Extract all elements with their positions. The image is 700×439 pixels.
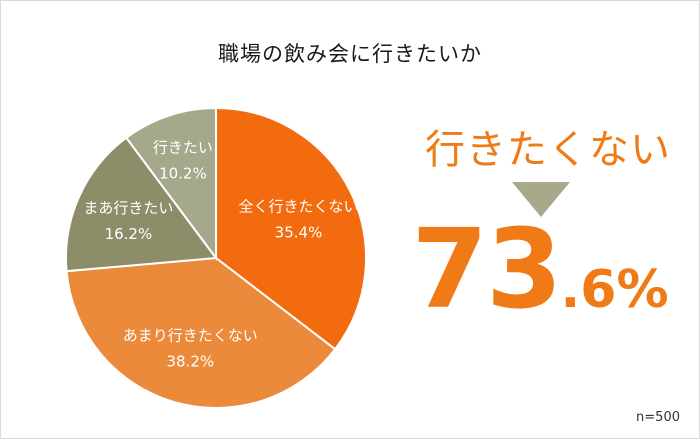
slice-percent-label: 35.4% [275, 223, 323, 241]
chart-title: 職場の飲み会に行きたいか [218, 42, 482, 66]
slice-label: 行きたい [153, 138, 213, 156]
slice-percent-label: 10.2% [159, 164, 207, 182]
callout-value: 73.6% [405, 214, 675, 324]
slice-percent-label: 16.2% [105, 225, 153, 243]
slice-percent-label: 38.2% [166, 352, 214, 370]
pie-slices [65, 106, 367, 409]
pie-labels: 全く行きたくない 35.4% あまり行きたくない 38.2% まあ行きたい 16.2% 行き… [83, 138, 358, 370]
callout-headline: 行きたくない [425, 127, 671, 173]
pie-slice [124, 106, 217, 262]
pie-slice [215, 106, 367, 351]
callout-value-int: 73 [411, 205, 562, 333]
callout-value-dec: .6% [560, 260, 669, 320]
pie-slice [65, 136, 218, 273]
sample-size: n=500 [636, 410, 680, 425]
slice-label: あまり行きたくない [123, 326, 258, 344]
slice-label: 全く行きたくない [238, 197, 358, 215]
slice-label: まあ行きたい [83, 199, 173, 217]
down-arrow-icon [512, 182, 570, 217]
pie-slice [65, 256, 337, 409]
